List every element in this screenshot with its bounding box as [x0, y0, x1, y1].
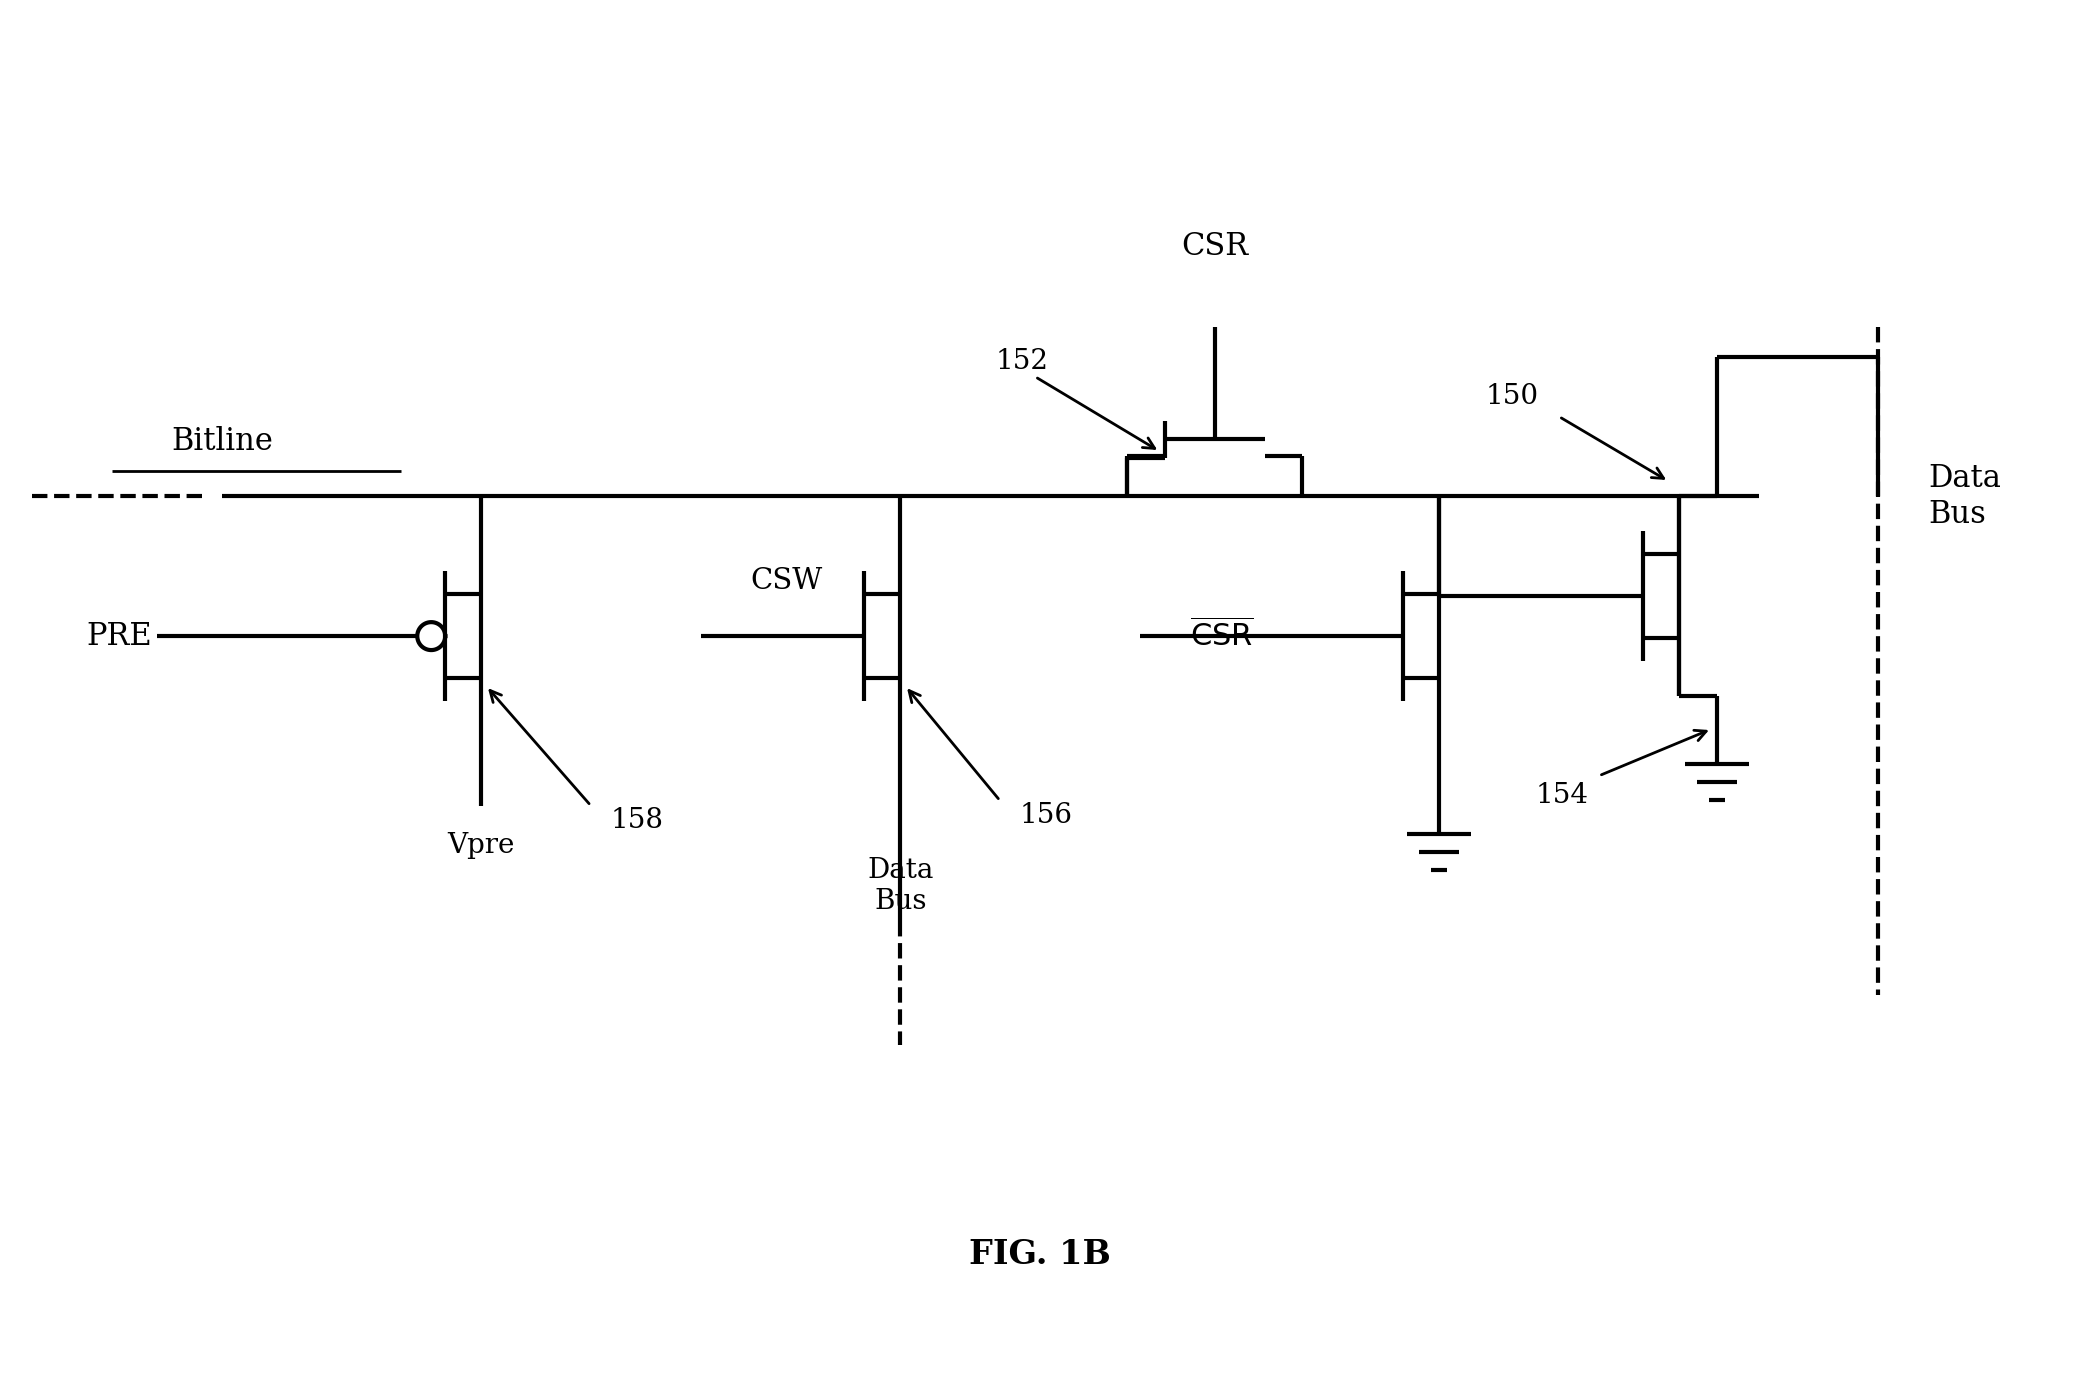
- Text: 156: 156: [1019, 802, 1074, 830]
- Text: Bitline: Bitline: [171, 427, 274, 457]
- Text: Data
Bus: Data Bus: [867, 856, 934, 915]
- Text: Data
Bus: Data Bus: [1928, 462, 2001, 530]
- Text: 158: 158: [610, 808, 664, 834]
- Text: 152: 152: [994, 348, 1049, 376]
- Text: 154: 154: [1535, 783, 1590, 809]
- Text: PRE: PRE: [86, 621, 152, 652]
- Text: 150: 150: [1485, 383, 1540, 410]
- Text: FIG. 1B: FIG. 1B: [969, 1238, 1111, 1271]
- Text: Vpre: Vpre: [447, 832, 514, 859]
- Text: CSW: CSW: [750, 567, 823, 596]
- Text: $\overline{\rm CSR}$: $\overline{\rm CSR}$: [1191, 619, 1253, 654]
- Text: CSR: CSR: [1180, 231, 1249, 263]
